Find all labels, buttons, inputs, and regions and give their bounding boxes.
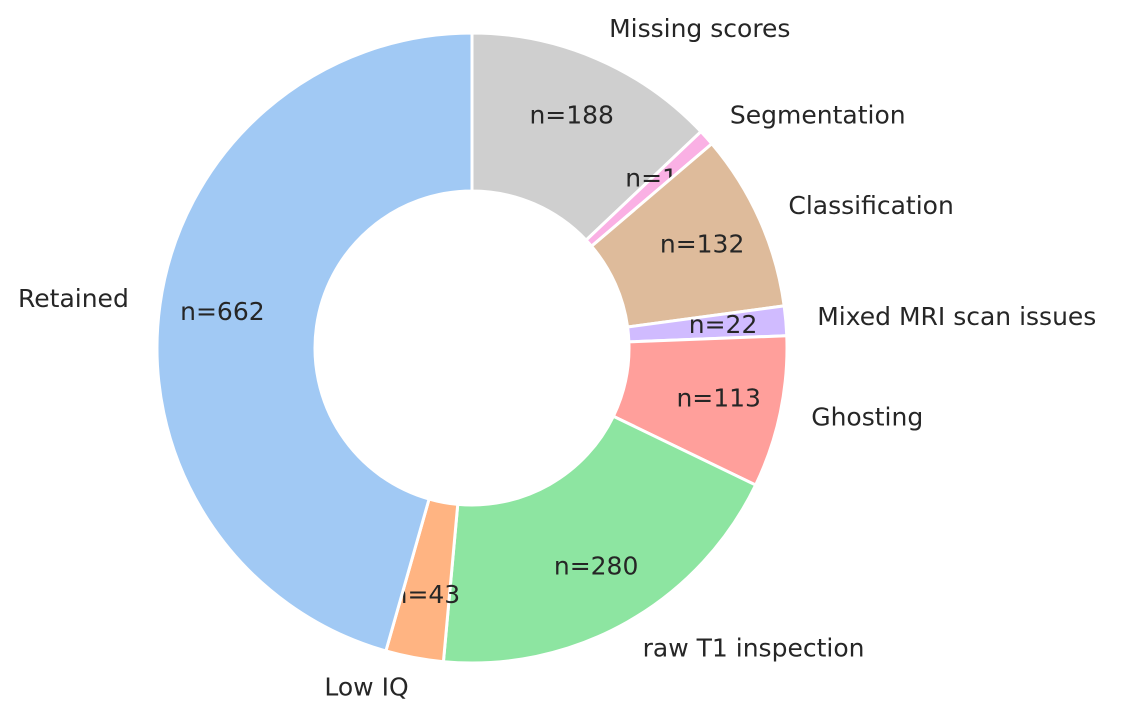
category-label: Retained [18,284,129,313]
wedge [441,414,758,665]
category-label: Low IQ [324,673,408,702]
value-label: n=280 [554,551,639,580]
value-label: n=113 [676,383,761,412]
category-label: Classification [788,191,953,220]
category-label: Mixed MRI scan issues [817,302,1096,331]
category-label: Segmentation [730,101,906,130]
wedge [470,31,704,243]
value-label: n=188 [529,101,614,130]
value-label: n=132 [660,229,745,258]
value-label: n=22 [689,310,758,339]
category-label: Missing scores [609,14,790,43]
category-label: Ghosting [811,403,923,432]
value-label: n=662 [180,297,265,326]
wedge [155,31,474,653]
category-label: raw T1 inspection [643,634,865,663]
